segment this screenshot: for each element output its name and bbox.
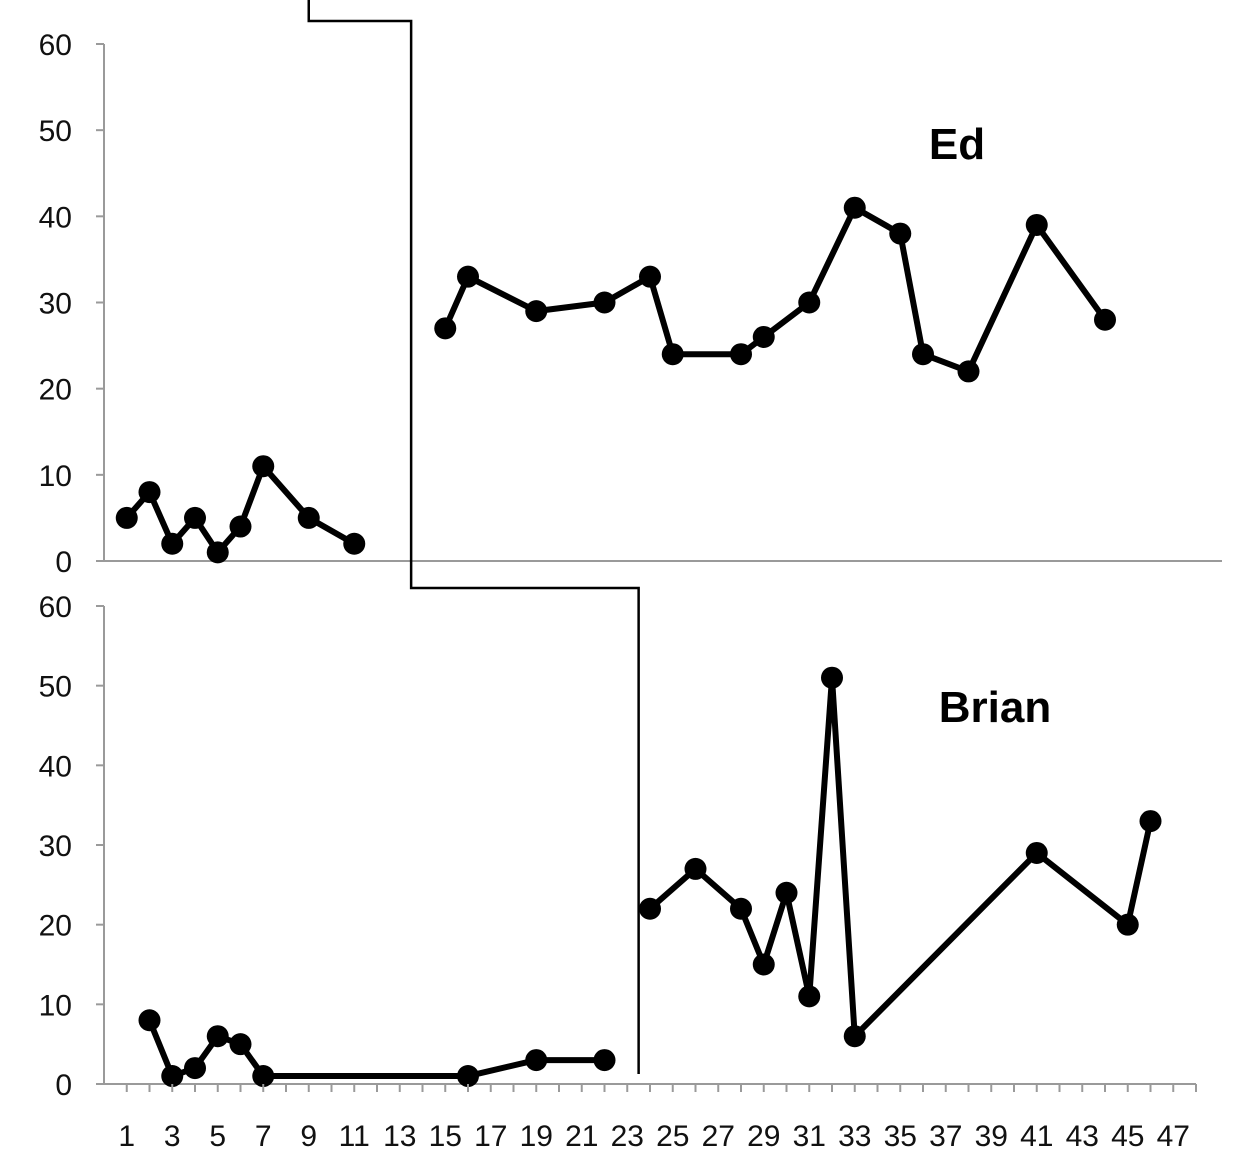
brian-data-point <box>1139 810 1162 833</box>
brian-data-point <box>821 666 843 689</box>
brian-y-tick-label: 30 <box>39 830 72 863</box>
ed-data-point <box>593 291 616 314</box>
ed-data-point <box>138 481 161 504</box>
ed-data-point <box>525 300 548 323</box>
ed-series-intervention-line <box>442 204 1108 375</box>
brian-data-point <box>206 1025 229 1048</box>
ed-data-point <box>252 455 275 478</box>
ed-data-point <box>843 196 866 219</box>
brian-data-point <box>525 1049 548 1072</box>
x-tick-label: 33 <box>838 1120 871 1153</box>
ed-y-tick-label: 50 <box>39 115 72 148</box>
ed-y-tick-label: 40 <box>39 201 72 234</box>
ed-data-point <box>206 541 229 564</box>
ed-data-point <box>798 291 821 314</box>
brian-panel: 0 10 20 30 40 50 60 Brian <box>39 591 1196 1102</box>
x-tick-label: 15 <box>429 1120 462 1153</box>
ed-series-baseline-line <box>124 463 356 556</box>
brian-data-point <box>593 1049 616 1072</box>
brian-data-point <box>184 1057 206 1080</box>
ed-data-point <box>912 343 934 366</box>
ed-data-point <box>434 317 457 340</box>
x-tick-label: 25 <box>656 1120 689 1153</box>
brian-data-point <box>457 1065 479 1088</box>
x-tick-label: 7 <box>255 1120 272 1153</box>
ed-data-point <box>639 265 661 288</box>
brian-y-tick-label: 40 <box>39 750 72 783</box>
brian-data-point <box>161 1065 184 1088</box>
x-tick-label: 13 <box>383 1120 416 1153</box>
x-tick-label: 5 <box>209 1120 226 1153</box>
x-tick-label: 11 <box>339 1120 370 1153</box>
ed-data-point <box>957 360 980 383</box>
brian-y-tick-label: 50 <box>39 671 72 704</box>
x-tick-label: 29 <box>747 1120 780 1153</box>
brian-data-point <box>752 953 775 976</box>
ed-y-tick-label: 0 <box>55 546 72 579</box>
x-tick-label: 21 <box>565 1120 598 1153</box>
ed-data-point <box>752 325 775 348</box>
x-tick-label: 39 <box>975 1120 1008 1153</box>
brian-data-point <box>229 1033 252 1056</box>
ed-data-point <box>1025 213 1048 236</box>
brian-data-point <box>798 985 821 1008</box>
ed-data-point <box>161 532 184 555</box>
ed-data-point <box>184 506 206 529</box>
ed-data-point <box>229 515 252 538</box>
x-tick-label: 19 <box>520 1120 553 1153</box>
x-tick-label: 31 <box>793 1120 826 1153</box>
phase-change-lines <box>307 0 640 1074</box>
x-tick-label: 1 <box>118 1120 135 1153</box>
brian-y-tick-label: 0 <box>55 1069 72 1102</box>
x-tick-label: 23 <box>611 1120 644 1153</box>
ed-y-tick-label: 20 <box>39 374 72 407</box>
ed-data-point <box>730 343 752 366</box>
ed-data-point <box>1094 308 1116 331</box>
x-tick-label: 37 <box>929 1120 962 1153</box>
x-tick-label: 45 <box>1111 1120 1144 1153</box>
brian-y-tick-label: 20 <box>39 910 72 943</box>
x-tick-label: 17 <box>474 1120 507 1153</box>
shared-x-axis: 1 3 5 7 9 11 13 15 17 19 21 23 25 27 29 31 33 35 37 39 41 43 4… <box>118 1084 1197 1153</box>
phase-change-line <box>307 0 640 1074</box>
brian-data-point <box>1025 841 1048 864</box>
ed-data-point <box>297 506 320 529</box>
brian-data-point <box>252 1065 275 1088</box>
brian-data-point <box>843 1025 866 1048</box>
brian-data-point <box>684 857 707 880</box>
brian-panel-title: Brian <box>939 683 1051 732</box>
brian-y-tick-label: 60 <box>39 591 72 624</box>
x-tick-label: 9 <box>300 1120 317 1153</box>
brian-series-intervention-line <box>648 674 1154 1040</box>
brian-data-point <box>138 1009 161 1032</box>
brian-data-point <box>1116 913 1139 936</box>
x-tick-label: 43 <box>1066 1120 1099 1153</box>
ed-panel: 0 10 20 30 40 50 60 Ed <box>39 29 1222 579</box>
x-tick-label: 41 <box>1020 1120 1053 1153</box>
ed-y-tick-label: 60 <box>39 29 72 62</box>
ed-data-point <box>889 222 912 245</box>
ed-y-tick-label: 10 <box>39 460 72 493</box>
ed-data-point <box>661 343 684 366</box>
ed-data-point <box>343 532 366 555</box>
ed-data-point <box>457 265 479 288</box>
brian-data-point <box>639 897 661 920</box>
ed-y-tick-label: 30 <box>39 288 72 321</box>
brian-data-point <box>730 897 752 920</box>
x-tick-label: 3 <box>164 1120 181 1153</box>
x-tick-label: 35 <box>884 1120 917 1153</box>
ed-data-point <box>115 506 138 529</box>
x-tick-label: 27 <box>702 1120 735 1153</box>
brian-y-tick-label: 10 <box>39 989 72 1022</box>
brian-data-point <box>775 881 798 904</box>
x-tick-label: 47 <box>1157 1120 1190 1153</box>
ed-panel-title: Ed <box>929 120 985 169</box>
